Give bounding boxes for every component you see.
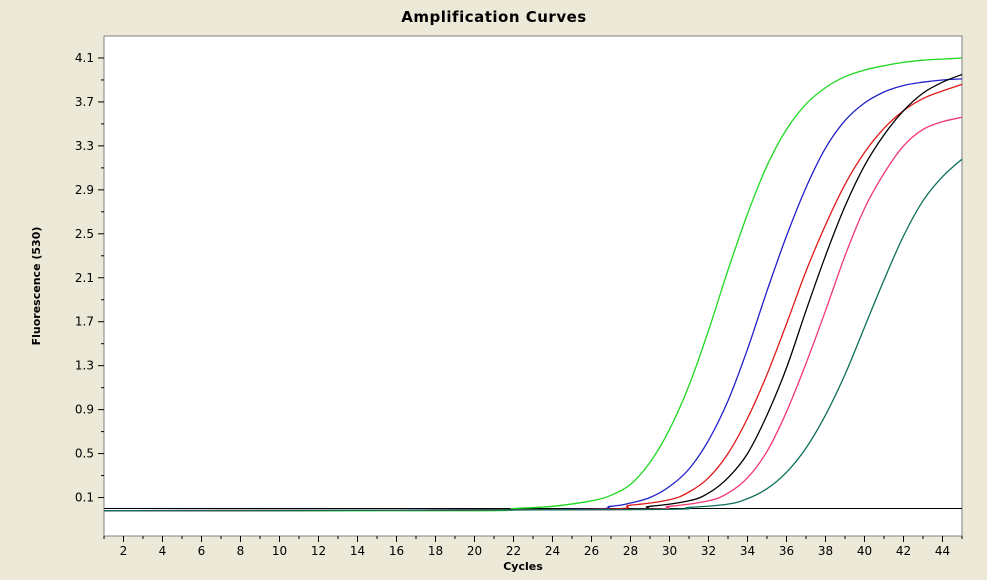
y-axis-label: Fluorescence (530) [30, 227, 43, 346]
y-axis: 0.1 0.5 0.9 1.3 1.7 2.1 2.5 2.9 3.3 3.7 4.1 [75, 51, 104, 505]
y-tick-label: 3.7 [75, 95, 94, 109]
x-tick-label: 8 [237, 544, 245, 558]
y-tick-label: 1.7 [75, 315, 94, 329]
chart-title: Amplification Curves [401, 8, 586, 26]
x-tick-label: 10 [272, 544, 287, 558]
x-tick-label: 14 [350, 544, 365, 558]
x-tick-label: 16 [389, 544, 404, 558]
y-tick-label: 2.9 [75, 183, 94, 197]
series-line-3 [103, 83, 963, 512]
plot-area [103, 35, 963, 537]
y-tick-label: 4.1 [75, 51, 94, 65]
x-tick-label: 42 [896, 544, 911, 558]
x-tick-label: 34 [740, 544, 755, 558]
series-line-6 [103, 158, 963, 512]
x-tick-label: 28 [623, 544, 638, 558]
series-line-1 [103, 57, 963, 512]
y-tick-label: 2.1 [75, 271, 94, 285]
y-tick-label: 0.5 [75, 447, 94, 461]
x-tick-label: 4 [159, 544, 167, 558]
x-tick-label: 24 [545, 544, 560, 558]
y-tick-label: 2.5 [75, 227, 94, 241]
x-tick-label: 32 [701, 544, 716, 558]
x-tick-label: 22 [506, 544, 521, 558]
x-tick-label: 36 [779, 544, 794, 558]
x-axis-label: Cycles [503, 560, 543, 573]
series-line-4 [103, 73, 963, 512]
x-tick-label: 2 [120, 544, 128, 558]
y-tick-label: 0.9 [75, 403, 94, 417]
x-tick-label: 18 [428, 544, 443, 558]
x-tick-label: 44 [935, 544, 950, 558]
y-tick-label: 3.3 [75, 139, 94, 153]
x-tick-label: 30 [662, 544, 677, 558]
x-tick-label: 20 [467, 544, 482, 558]
series-line-2 [103, 78, 963, 512]
x-tick-label: 38 [818, 544, 833, 558]
series-lines [103, 57, 963, 512]
y-tick-label: 1.3 [75, 359, 94, 373]
x-tick-label: 12 [311, 544, 326, 558]
x-axis: 2 4 6 8 10 12 14 16 18 20 22 24 26 28 30 32 34 36 38 40 42 44 [103, 536, 963, 558]
x-tick-label: 26 [584, 544, 599, 558]
x-tick-label: 40 [857, 544, 872, 558]
y-tick-label: 0.1 [75, 491, 94, 505]
x-tick-label: 6 [198, 544, 206, 558]
